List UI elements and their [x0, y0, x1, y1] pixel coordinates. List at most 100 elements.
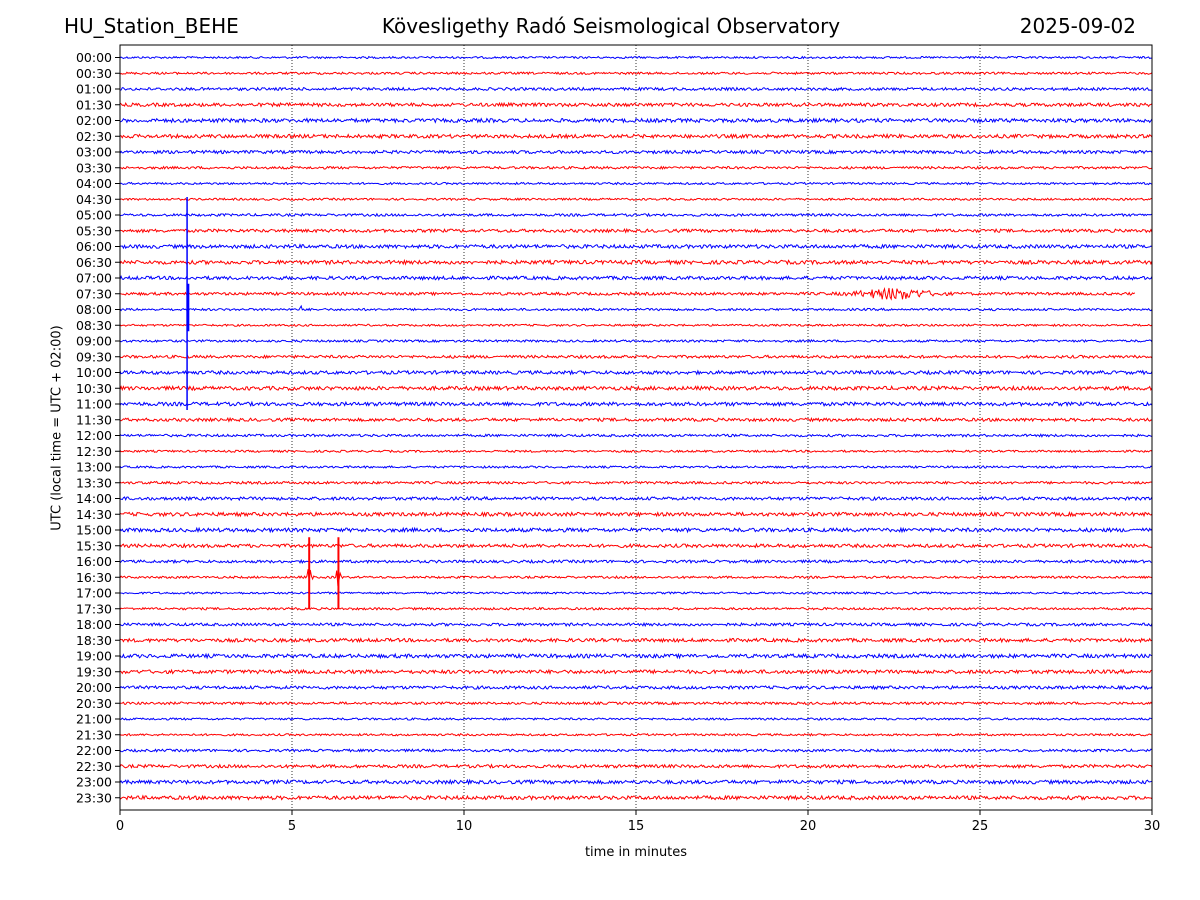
date-title: 2025-09-02	[1019, 14, 1136, 38]
trace-line	[119, 652, 1153, 660]
trace-line	[119, 569, 1153, 587]
x-grid	[291, 45, 981, 810]
y-tick-label: 16:00	[76, 554, 112, 569]
trace-line	[119, 558, 1153, 565]
y-tick-label: 15:30	[76, 538, 112, 553]
y-tick-label: 21:00	[76, 712, 112, 727]
trace-line	[119, 794, 1153, 802]
y-tick-label: 14:30	[76, 507, 112, 522]
trace-line	[119, 433, 1153, 438]
trace-line	[119, 369, 1153, 376]
trace-line	[119, 323, 1153, 328]
x-tick-label: 15	[628, 819, 645, 834]
y-tick-label: 17:00	[76, 586, 112, 601]
y-tick-label: 02:00	[76, 113, 112, 128]
y-tick-label: 16:30	[76, 570, 112, 585]
y-tick-label: 11:30	[76, 412, 112, 427]
trace-line	[119, 354, 1153, 360]
y-tick-label: 07:00	[76, 271, 112, 286]
y-tick-label: 01:30	[76, 97, 112, 112]
trace-line	[119, 732, 1153, 737]
y-tick-label: 10:00	[76, 365, 112, 380]
y-tick-label: 21:30	[76, 727, 112, 742]
trace-line	[119, 465, 1153, 470]
y-tick-label: 06:00	[76, 239, 112, 254]
trace-line	[119, 400, 1153, 408]
y-tick-label: 09:30	[76, 349, 112, 364]
y-tick-label: 09:00	[76, 334, 112, 349]
y-tick-label: 04:30	[76, 192, 112, 207]
y-tick-label: 18:00	[76, 617, 112, 632]
x-axis-label: time in minutes	[584, 845, 688, 860]
x-axis: 0 5 10 15 20 25 30	[116, 810, 1160, 834]
trace-line	[119, 778, 1153, 786]
y-tick-label: 22:00	[76, 743, 112, 758]
trace-line	[119, 149, 1153, 155]
trace-line	[119, 591, 1153, 595]
trace-line	[119, 86, 1153, 92]
trace-line	[119, 449, 1153, 454]
y-tick-label: 03:00	[76, 145, 112, 160]
y-tick-label: 12:30	[76, 444, 112, 459]
y-tick-label: 11:00	[76, 397, 112, 412]
y-tick-label: 19:00	[76, 649, 112, 664]
trace-line	[119, 717, 1153, 721]
x-tick-label: 20	[800, 819, 817, 834]
x-tick-label: 5	[288, 819, 296, 834]
y-tick-label: 15:00	[76, 523, 112, 538]
y-tick-label: 23:00	[76, 775, 112, 790]
trace-line	[119, 621, 1153, 628]
trace-line	[119, 274, 1153, 282]
trace-line	[119, 668, 1153, 676]
y-tick-label: 04:00	[76, 176, 112, 191]
trace-line	[119, 212, 1153, 218]
trace-line	[119, 701, 1153, 706]
trace-line	[119, 55, 1153, 60]
trace-line	[119, 117, 1153, 124]
trace-line	[119, 165, 1153, 171]
trace-line	[119, 637, 1153, 644]
x-tick-label: 0	[116, 819, 124, 834]
station-title: HU_Station_BEHE	[64, 14, 239, 38]
y-tick-label: 05:30	[76, 223, 112, 238]
y-tick-label: 05:00	[76, 208, 112, 223]
y-tick-label: 19:30	[76, 664, 112, 679]
trace-line	[119, 338, 1153, 344]
y-tick-label: 03:30	[76, 160, 112, 175]
trace-line	[119, 304, 1153, 312]
y-axis-label: UTC (local time = UTC + 02:00)	[49, 325, 65, 531]
trace-line	[119, 748, 1153, 753]
trace-line	[119, 258, 1153, 266]
x-tick-label: 25	[972, 819, 989, 834]
y-tick-label: 00:00	[76, 50, 112, 65]
trace-line	[119, 684, 1153, 691]
observatory-title: Kövesligethy Radó Seismological Observat…	[381, 14, 841, 38]
trace-line	[119, 606, 1153, 611]
trace-line	[119, 197, 1153, 202]
y-tick-label: 12:00	[76, 428, 112, 443]
y-axis: 00:0000:3001:0001:3002:0002:3003:0003:30…	[76, 50, 120, 805]
trace-line	[119, 495, 1153, 502]
y-tick-label: 07:30	[76, 286, 112, 301]
trace-line	[119, 243, 1153, 250]
x-tick-label: 30	[1144, 819, 1161, 834]
y-tick-label: 01:00	[76, 82, 112, 97]
y-tick-label: 20:00	[76, 680, 112, 695]
trace-line	[119, 132, 1153, 140]
trace-line	[119, 101, 1153, 108]
trace-line	[119, 71, 1153, 76]
trace-line	[119, 416, 1153, 423]
trace-group	[119, 55, 1153, 802]
y-tick-label: 13:00	[76, 460, 112, 475]
y-tick-label: 22:30	[76, 759, 112, 774]
y-tick-label: 17:30	[76, 601, 112, 616]
trace-line	[119, 542, 1153, 549]
trace-line	[119, 480, 1153, 486]
trace-line	[119, 511, 1153, 518]
trace-line	[119, 526, 1153, 534]
trace-line	[119, 763, 1153, 770]
trace-line	[119, 286, 1136, 301]
y-tick-label: 00:30	[76, 66, 112, 81]
y-tick-label: 20:30	[76, 696, 112, 711]
